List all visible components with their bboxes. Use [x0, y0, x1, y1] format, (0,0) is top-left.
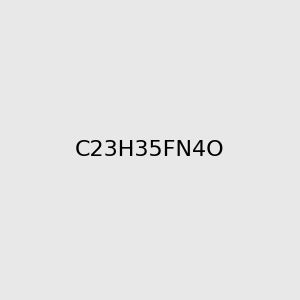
Text: C23H35FN4O: C23H35FN4O: [75, 140, 225, 160]
